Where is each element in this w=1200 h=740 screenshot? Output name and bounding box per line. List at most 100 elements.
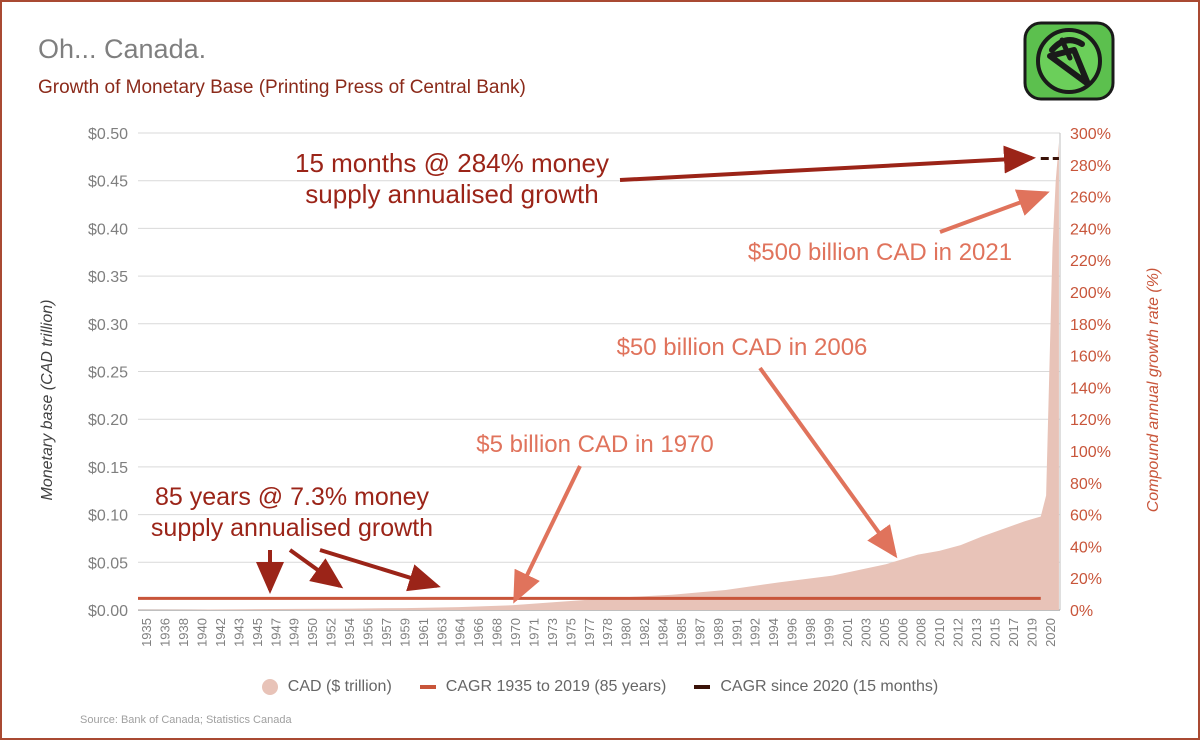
x-tick-label: 2012 xyxy=(951,618,966,647)
y-tick-label: $0.35 xyxy=(88,269,128,286)
x-tick-label: 1956 xyxy=(361,618,376,647)
legend-item-cagr-short: CAGR since 2020 (15 months) xyxy=(694,678,938,696)
y2-axis-title: Compound annual growth rate (%) xyxy=(1145,268,1162,513)
legend-label-cagr-long: CAGR 1935 to 2019 (85 years) xyxy=(445,678,667,695)
y2-tick-label: 260% xyxy=(1070,190,1111,207)
y2-tick-label: 20% xyxy=(1070,571,1102,588)
x-tick-label: 1975 xyxy=(563,618,578,647)
annotation-500-billion-arrow xyxy=(939,189,1050,234)
legend-swatch-cagr-short xyxy=(694,685,711,689)
y-tick-label: $0.20 xyxy=(88,412,128,429)
x-tick-label: 1992 xyxy=(748,618,763,647)
x-tick-label: 1987 xyxy=(692,618,707,647)
x-tick-label: 1942 xyxy=(213,618,228,647)
y2-tick-label: 40% xyxy=(1070,539,1102,556)
x-tick-label: 1980 xyxy=(619,618,634,647)
x-tick-label: 2008 xyxy=(914,618,929,647)
y2-tick-label: 60% xyxy=(1070,508,1102,525)
x-tick-label: 1957 xyxy=(379,618,394,647)
x-tick-label: 1985 xyxy=(674,618,689,647)
annotation-15-months-arrow xyxy=(619,145,1036,182)
y-axis-title: Monetary base (CAD trillion) xyxy=(39,300,56,501)
x-tick-label: 1971 xyxy=(526,618,541,647)
y2-tick-label: 100% xyxy=(1070,444,1111,461)
x-tick-label: 2013 xyxy=(969,618,984,647)
y2-tick-label: 220% xyxy=(1070,253,1111,270)
x-tick-label: 1935 xyxy=(139,618,154,647)
x-tick-label: 1989 xyxy=(711,618,726,647)
x-tick-label: 1994 xyxy=(766,618,781,647)
page-subtitle: Growth of Monetary Base (Printing Press … xyxy=(38,77,526,98)
x-tick-label: 1970 xyxy=(508,618,523,647)
legend-label-cagr-short: CAGR since 2020 (15 months) xyxy=(720,678,939,695)
x-tick-label: 1973 xyxy=(545,618,560,647)
x-tick-label: 2001 xyxy=(840,618,855,647)
y-tick-label: $0.15 xyxy=(88,460,128,477)
y2-tick-label: 280% xyxy=(1070,158,1111,175)
annotation-15-months-line1: 15 months @ 284% money xyxy=(295,148,609,178)
x-tick-label: 1949 xyxy=(287,618,302,647)
y-tick-label: $0.05 xyxy=(88,555,128,572)
x-tick-label: 1968 xyxy=(490,618,505,647)
annotation-50-billion-text: $50 billion CAD in 2006 xyxy=(617,334,868,361)
x-tick-label: 1978 xyxy=(600,618,615,647)
x-tick-label: 2010 xyxy=(932,618,947,647)
x-tick-label: 2020 xyxy=(1043,618,1058,647)
x-tick-label: 1945 xyxy=(250,618,265,647)
x-tick-label: 1998 xyxy=(803,618,818,647)
y2-tick-label: 240% xyxy=(1070,221,1111,238)
annotation-85-years-arrow-2 xyxy=(288,548,344,589)
x-tick-label: 1950 xyxy=(305,618,320,647)
x-tick-label: 1964 xyxy=(453,618,468,647)
x-tick-label: 2017 xyxy=(1006,618,1021,647)
legend-item-cad: CAD ($ trillion) xyxy=(261,678,392,696)
x-tick-label: 2005 xyxy=(877,618,892,647)
y2-tick-label: 80% xyxy=(1070,476,1102,493)
legend-swatch-cagr-long xyxy=(419,685,436,689)
source-note: Source: Bank of Canada; Statistics Canad… xyxy=(80,714,292,726)
y2-tick-label: 180% xyxy=(1070,317,1111,334)
x-tick-label: 1959 xyxy=(397,618,412,647)
broken-pen-logo-icon xyxy=(1023,21,1115,101)
annotation-15-months-line2: supply annualised growth xyxy=(305,179,598,209)
x-tick-label: 2015 xyxy=(987,618,1002,647)
y2-tick-label: 140% xyxy=(1070,380,1111,397)
y-tick-label: $0.40 xyxy=(88,221,128,238)
page-title: Oh... Canada. xyxy=(38,34,207,64)
x-tick-label: 1954 xyxy=(342,618,357,647)
annotation-85-years-arrow-3 xyxy=(319,548,441,592)
annotation-50-billion-arrow xyxy=(758,366,898,559)
annotation-5-billion-arrow xyxy=(513,465,582,604)
y-tick-label: $0.50 xyxy=(88,126,128,143)
y2-tick-label: 0% xyxy=(1070,603,1093,620)
chart-legend: CAD ($ trillion) CAGR 1935 to 2019 (85 y… xyxy=(0,678,1200,696)
x-tick-label: 2006 xyxy=(895,618,910,647)
x-tick-label: 1936 xyxy=(158,618,173,647)
legend-label-cad: CAD ($ trillion) xyxy=(287,678,392,695)
x-tick-label: 1966 xyxy=(471,618,486,647)
x-tick-label: 1940 xyxy=(195,618,210,647)
annotation-500-billion: $500 billion CAD in 2021 xyxy=(748,189,1050,266)
y-tick-label: $0.00 xyxy=(88,603,128,620)
legend-swatch-cad xyxy=(261,679,278,695)
x-tick-label: 1943 xyxy=(231,618,246,647)
x-tick-label: 1996 xyxy=(785,618,800,647)
y-tick-label: $0.45 xyxy=(88,174,128,191)
x-tick-label: 1991 xyxy=(729,618,744,647)
x-tick-label: 1952 xyxy=(324,618,339,647)
annotation-15-months: 15 months @ 284% money supply annualised… xyxy=(295,145,1036,209)
y-tick-label: $0.30 xyxy=(88,317,128,334)
y2-tick-label: 120% xyxy=(1070,412,1111,429)
annotation-5-billion-text: $5 billion CAD in 1970 xyxy=(476,431,713,458)
y2-tick-label: 300% xyxy=(1070,126,1111,143)
x-tick-label: 1947 xyxy=(268,618,283,647)
annotation-5-billion: $5 billion CAD in 1970 xyxy=(476,431,714,604)
x-tick-label: 2019 xyxy=(1024,618,1039,647)
y2-tick-label: 200% xyxy=(1070,285,1111,302)
x-tick-label: 2003 xyxy=(858,618,873,647)
x-tick-label: 1963 xyxy=(434,618,449,647)
annotation-85-years: 85 years @ 7.3% money supply annualised … xyxy=(151,483,441,594)
y2-tick-label: 160% xyxy=(1070,349,1111,366)
x-tick-label: 1999 xyxy=(822,618,837,647)
